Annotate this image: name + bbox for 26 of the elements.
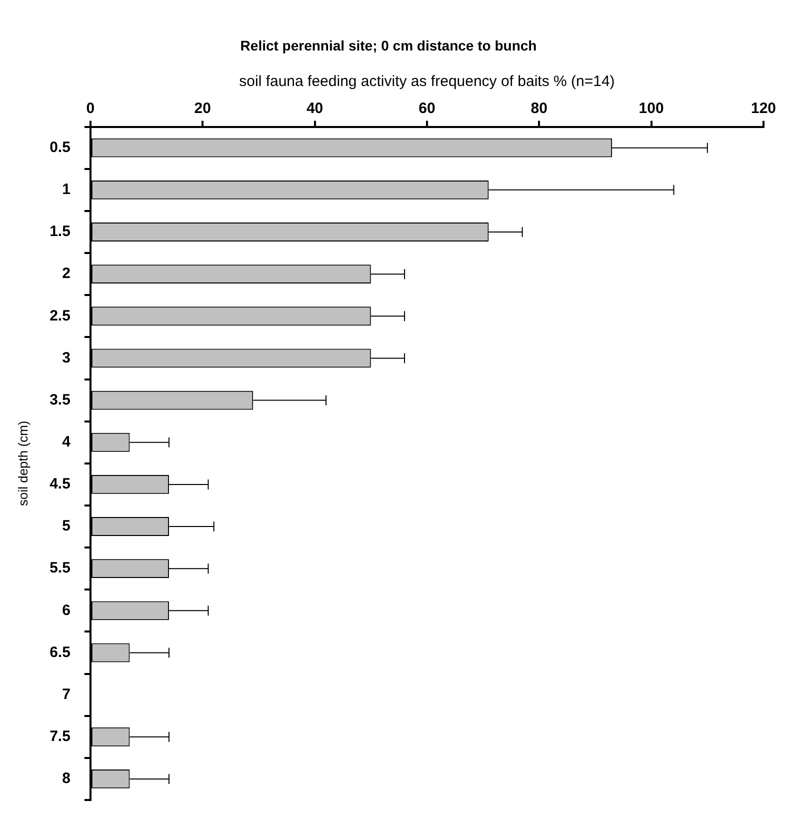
chart-title: Relict perennial site; 0 cm distance to bunch bbox=[240, 37, 537, 54]
y-tick-label: 7 bbox=[62, 686, 70, 703]
y-tick-label: 1.5 bbox=[50, 223, 70, 240]
x-tick-label: 120 bbox=[750, 100, 776, 117]
x-tick-label: 100 bbox=[638, 100, 664, 117]
y-tick-label: 3.5 bbox=[50, 391, 70, 408]
y-tick-label: 4.5 bbox=[50, 476, 70, 493]
x-tick-label: 80 bbox=[530, 100, 548, 117]
y-tick-label: 6.5 bbox=[50, 644, 70, 661]
y-tick-label: 5 bbox=[62, 518, 70, 535]
y-tick-label: 4 bbox=[62, 434, 72, 451]
y-tick-label: 7.5 bbox=[50, 728, 70, 746]
x-tick-label: 0 bbox=[86, 100, 95, 117]
y-tick-label: 6 bbox=[62, 602, 70, 619]
x-tick-label: 20 bbox=[194, 100, 211, 117]
y-tick-label: 5.5 bbox=[50, 560, 70, 577]
x-axis-title: soil fauna feeding activity as frequency of baits % (n=14) bbox=[239, 72, 615, 90]
y-tick-label: 3 bbox=[62, 349, 70, 366]
x-tick-label: 40 bbox=[306, 100, 324, 117]
x-tick-label: 60 bbox=[418, 100, 436, 117]
y-tick-label: 0.5 bbox=[50, 138, 70, 156]
y-tick-label: 8 bbox=[62, 770, 70, 788]
y-tick-label: 1 bbox=[62, 181, 70, 198]
y-tick-label: 2.5 bbox=[50, 307, 70, 324]
y-axis-title: soil depth (cm) bbox=[15, 420, 30, 506]
y-tick-label: 2 bbox=[62, 265, 70, 282]
